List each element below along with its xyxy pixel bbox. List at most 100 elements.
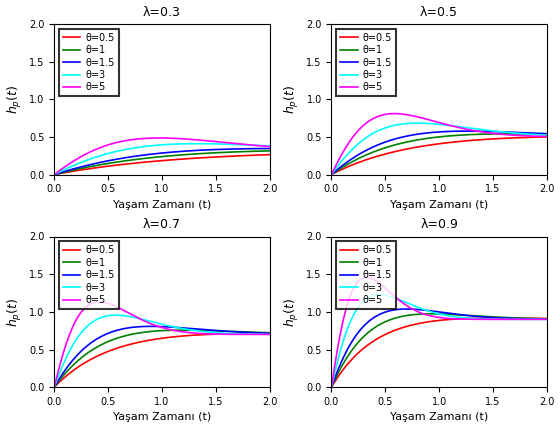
θ=1 — [150, 329, 157, 334]
θ=1.5 — [433, 309, 440, 314]
θ=3 — [433, 311, 440, 316]
θ=1.5 — [543, 131, 550, 136]
θ=5 — [150, 136, 157, 141]
θ=1 — [221, 150, 227, 155]
θ=1.5 — [51, 172, 58, 177]
θ=5 — [537, 134, 544, 139]
θ=5 — [51, 172, 58, 177]
θ=3 — [537, 132, 544, 137]
θ=3 — [51, 384, 58, 389]
θ=1 — [328, 384, 335, 389]
θ=5 — [543, 134, 550, 139]
θ=1 — [537, 131, 544, 137]
Line: θ=0.5: θ=0.5 — [332, 318, 547, 387]
θ=3 — [221, 142, 227, 147]
θ=0.5 — [495, 315, 502, 321]
θ=1.5 — [266, 146, 273, 151]
θ=1.5 — [260, 146, 267, 151]
θ=1.5 — [62, 169, 69, 174]
θ=0.5 — [260, 331, 267, 336]
X-axis label: Yaşam Zamanı (t): Yaşam Zamanı (t) — [390, 200, 488, 210]
Title: λ=0.9: λ=0.9 — [420, 218, 458, 231]
θ=0.5 — [427, 143, 434, 148]
θ=1.5 — [537, 131, 544, 136]
θ=3 — [414, 121, 421, 126]
θ=0.5 — [62, 170, 69, 175]
θ=1.5 — [156, 324, 162, 329]
θ=5 — [62, 344, 69, 349]
θ=3 — [266, 332, 273, 337]
θ=3 — [194, 141, 201, 146]
X-axis label: Yaşam Zamanı (t): Yaşam Zamanı (t) — [113, 200, 211, 210]
θ=5 — [51, 384, 58, 389]
Y-axis label: $h_p(t)$: $h_p(t)$ — [6, 84, 24, 114]
θ=5 — [339, 321, 346, 326]
θ=5 — [260, 332, 267, 337]
Line: θ=5: θ=5 — [332, 113, 547, 174]
θ=5 — [266, 332, 273, 337]
θ=1.5 — [260, 146, 267, 151]
θ=1 — [51, 172, 58, 177]
θ=0.5 — [328, 384, 335, 389]
θ=1 — [433, 311, 440, 316]
θ=1.5 — [464, 128, 470, 134]
Line: θ=0.5: θ=0.5 — [54, 155, 269, 175]
θ=1 — [508, 131, 515, 137]
θ=3 — [260, 332, 267, 337]
θ=1 — [51, 384, 58, 389]
θ=3 — [537, 132, 544, 137]
θ=3 — [543, 317, 550, 322]
θ=1.5 — [147, 324, 154, 329]
θ=1 — [62, 371, 69, 376]
Line: θ=1: θ=1 — [54, 330, 269, 387]
θ=1.5 — [328, 384, 335, 389]
θ=0.5 — [221, 331, 227, 336]
θ=3 — [328, 172, 335, 177]
Line: θ=0.5: θ=0.5 — [54, 333, 269, 387]
θ=1 — [537, 316, 544, 321]
Line: θ=1: θ=1 — [54, 151, 269, 175]
Line: θ=1.5: θ=1.5 — [54, 149, 269, 175]
θ=1 — [537, 131, 544, 137]
θ=1.5 — [339, 357, 346, 362]
θ=1 — [427, 311, 434, 316]
Legend: θ=0.5, θ=1, θ=1.5, θ=3, θ=5: θ=0.5, θ=1, θ=1.5, θ=3, θ=5 — [59, 29, 119, 96]
θ=3 — [427, 121, 434, 126]
θ=0.5 — [51, 384, 58, 389]
θ=1.5 — [339, 163, 346, 168]
θ=1.5 — [260, 330, 267, 336]
θ=1 — [498, 315, 505, 320]
θ=1.5 — [221, 329, 227, 334]
θ=1 — [427, 135, 434, 140]
θ=3 — [543, 133, 550, 138]
θ=3 — [427, 309, 434, 314]
θ=1 — [221, 329, 227, 334]
θ=1 — [266, 149, 273, 154]
θ=5 — [260, 143, 267, 149]
θ=1.5 — [537, 317, 544, 322]
θ=3 — [498, 317, 505, 322]
θ=0.5 — [266, 331, 273, 336]
θ=5 — [156, 324, 162, 329]
θ=0.5 — [427, 319, 434, 324]
Legend: θ=0.5, θ=1, θ=1.5, θ=3, θ=5: θ=0.5, θ=1, θ=1.5, θ=3, θ=5 — [337, 241, 396, 309]
θ=1.5 — [537, 317, 544, 322]
θ=1 — [543, 131, 550, 137]
Line: θ=1.5: θ=1.5 — [332, 309, 547, 387]
Line: θ=3: θ=3 — [332, 294, 547, 386]
θ=0.5 — [339, 368, 346, 373]
θ=0.5 — [266, 331, 273, 336]
θ=1 — [339, 165, 346, 170]
Y-axis label: $h_p(t)$: $h_p(t)$ — [283, 297, 301, 327]
θ=3 — [150, 320, 157, 325]
θ=5 — [537, 317, 544, 322]
θ=1 — [260, 149, 267, 154]
Line: θ=3: θ=3 — [332, 123, 547, 174]
Line: θ=5: θ=5 — [332, 277, 547, 386]
θ=1 — [150, 155, 157, 160]
θ=1 — [339, 363, 346, 368]
Legend: θ=0.5, θ=1, θ=1.5, θ=3, θ=5: θ=0.5, θ=1, θ=1.5, θ=3, θ=5 — [59, 241, 119, 309]
Line: θ=3: θ=3 — [54, 315, 269, 387]
θ=0.5 — [156, 158, 162, 163]
θ=1 — [156, 328, 162, 333]
